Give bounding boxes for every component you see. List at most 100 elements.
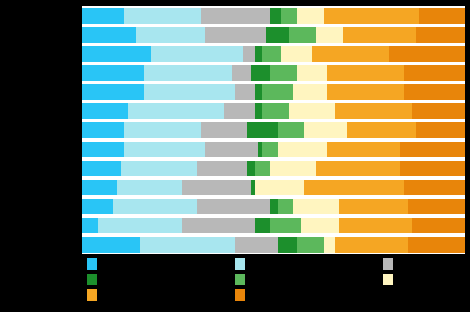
- Bar: [289, 103, 335, 119]
- Bar: [82, 237, 140, 252]
- Bar: [258, 142, 262, 157]
- Bar: [346, 122, 415, 138]
- Bar: [224, 103, 255, 119]
- Bar: [270, 161, 316, 176]
- Bar: [255, 84, 262, 100]
- Bar: [82, 199, 113, 214]
- Bar: [82, 180, 117, 195]
- Bar: [270, 8, 282, 24]
- Bar: [266, 27, 289, 43]
- Bar: [182, 180, 251, 195]
- Bar: [328, 84, 404, 100]
- Bar: [247, 122, 278, 138]
- Bar: [117, 180, 182, 195]
- Bar: [143, 84, 235, 100]
- Bar: [235, 237, 278, 252]
- Bar: [82, 218, 98, 233]
- Bar: [205, 27, 266, 43]
- Bar: [323, 8, 419, 24]
- Bar: [125, 142, 205, 157]
- Bar: [201, 122, 247, 138]
- Bar: [120, 161, 197, 176]
- Bar: [136, 27, 205, 43]
- Bar: [151, 46, 243, 62]
- Bar: [323, 237, 335, 252]
- Bar: [415, 122, 465, 138]
- Bar: [82, 65, 143, 81]
- Bar: [262, 142, 278, 157]
- Bar: [82, 142, 125, 157]
- Bar: [197, 199, 270, 214]
- Bar: [128, 103, 224, 119]
- Bar: [400, 161, 465, 176]
- Bar: [282, 8, 297, 24]
- Bar: [404, 180, 465, 195]
- Bar: [335, 237, 408, 252]
- Bar: [82, 103, 128, 119]
- Bar: [297, 65, 328, 81]
- Bar: [278, 199, 293, 214]
- Bar: [255, 180, 305, 195]
- Bar: [335, 103, 412, 119]
- Bar: [82, 161, 120, 176]
- Bar: [262, 84, 293, 100]
- Bar: [301, 218, 339, 233]
- Bar: [289, 27, 316, 43]
- Bar: [270, 199, 278, 214]
- Bar: [251, 65, 270, 81]
- Bar: [412, 218, 465, 233]
- Bar: [297, 237, 323, 252]
- Bar: [328, 65, 404, 81]
- Bar: [243, 46, 255, 62]
- Bar: [278, 237, 297, 252]
- Bar: [282, 46, 312, 62]
- Bar: [232, 65, 251, 81]
- Bar: [255, 46, 262, 62]
- Bar: [415, 27, 465, 43]
- Bar: [143, 65, 232, 81]
- Bar: [419, 8, 465, 24]
- Bar: [235, 84, 255, 100]
- Bar: [389, 46, 465, 62]
- Bar: [182, 218, 255, 233]
- Bar: [270, 65, 297, 81]
- Bar: [205, 142, 258, 157]
- Bar: [408, 199, 465, 214]
- Bar: [98, 218, 182, 233]
- Bar: [404, 65, 465, 81]
- Bar: [82, 122, 125, 138]
- Bar: [82, 27, 136, 43]
- Bar: [262, 103, 289, 119]
- Bar: [201, 8, 270, 24]
- Bar: [400, 142, 465, 157]
- Bar: [408, 237, 465, 252]
- Bar: [262, 46, 282, 62]
- Bar: [255, 161, 270, 176]
- Bar: [125, 122, 201, 138]
- Bar: [316, 161, 400, 176]
- Bar: [278, 142, 328, 157]
- Bar: [125, 8, 201, 24]
- Bar: [278, 122, 305, 138]
- Bar: [247, 161, 255, 176]
- Bar: [339, 199, 408, 214]
- Bar: [82, 46, 151, 62]
- Bar: [113, 199, 197, 214]
- Bar: [82, 84, 143, 100]
- Bar: [293, 199, 339, 214]
- Bar: [305, 122, 346, 138]
- Bar: [270, 218, 301, 233]
- Bar: [251, 180, 255, 195]
- Bar: [404, 84, 465, 100]
- Bar: [140, 237, 235, 252]
- Bar: [82, 8, 125, 24]
- Bar: [255, 103, 262, 119]
- Bar: [312, 46, 389, 62]
- Bar: [297, 8, 323, 24]
- Bar: [197, 161, 247, 176]
- Bar: [328, 142, 400, 157]
- Bar: [316, 27, 343, 43]
- Bar: [305, 180, 404, 195]
- Bar: [339, 218, 412, 233]
- Bar: [293, 84, 328, 100]
